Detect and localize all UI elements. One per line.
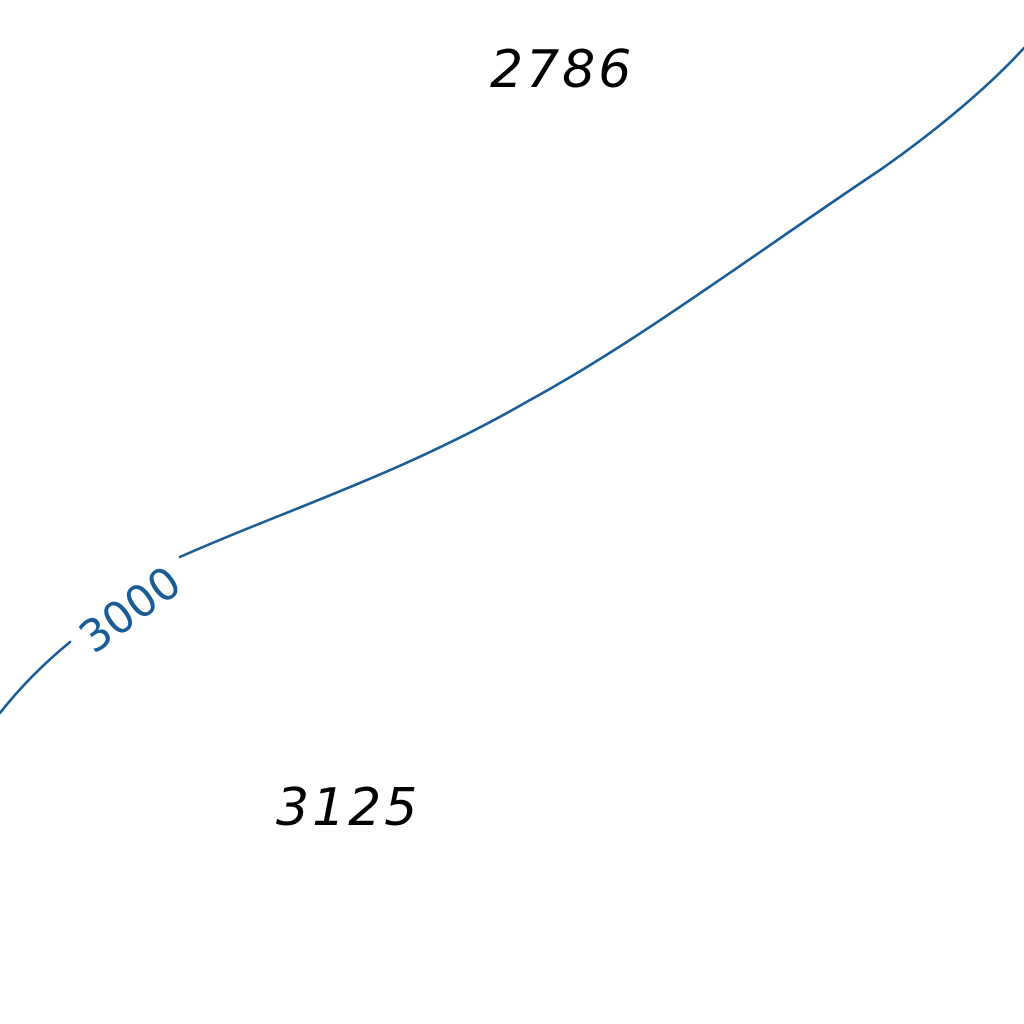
spot-height-2786: 2786 [490, 40, 635, 100]
contour-elevation-label: 3000 [70, 557, 191, 664]
contour-line-3000-continued [178, 46, 1024, 559]
contour-line-3000 [0, 640, 72, 715]
spot-height-3125: 3125 [276, 778, 421, 838]
